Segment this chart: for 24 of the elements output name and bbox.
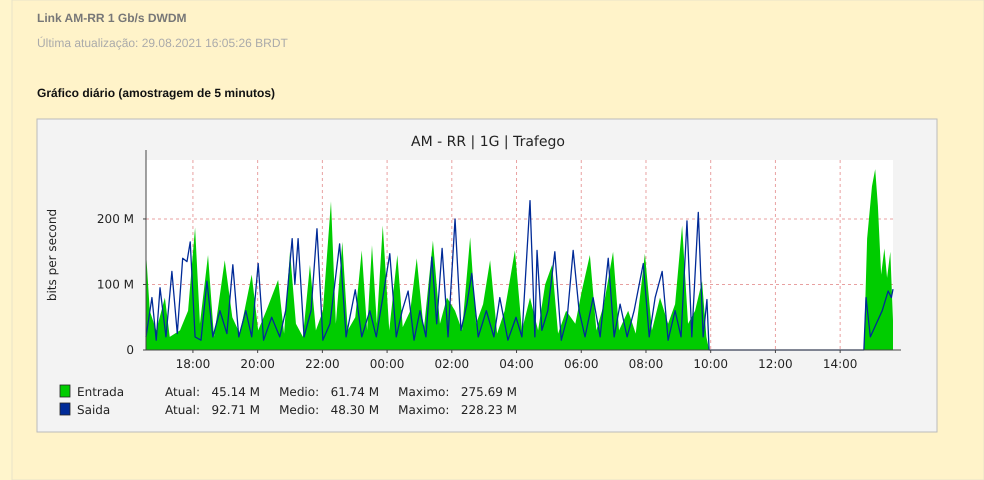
y-tick-label: 100 M (96, 277, 134, 292)
chart-subtitle: Última atualização: 29.08.2021 16:05:26 BRDT (37, 36, 288, 50)
chart-title: Link AM-RR 1 Gb/s DWDM (37, 11, 187, 25)
y-axis-title: bits per second (45, 208, 59, 302)
x-tick-label: 00:00 (370, 357, 404, 371)
legend-label: Entrada (77, 385, 124, 399)
y-tick-label: 0 (126, 343, 134, 357)
text: Gráfico diário (amostragem de 5 minutos) (37, 86, 276, 100)
x-tick-label: 22:00 (305, 357, 340, 371)
x-tick-label: 04:00 (499, 357, 534, 371)
x-tick-label: 06:00 (564, 357, 599, 371)
text: AM - RR | 1G | Trafego (411, 134, 565, 150)
x-tick-label: 12:00 (758, 357, 793, 371)
x-tick-label: 18:00 (176, 357, 210, 371)
text: Atual: 92.71 M Medio: 48.30 M Maximo: 228.23 M (165, 403, 518, 417)
line-series (145, 200, 894, 351)
text: Atual: 45.14 M Medio: 61.74 M Maximo: 275.69 M (165, 385, 518, 399)
x-tick-label: 14:00 (822, 357, 858, 371)
y-tick-label: 200 M (96, 212, 134, 226)
x-tick-label: 02:00 (434, 357, 470, 371)
x-tick-label: 08:00 (628, 357, 664, 371)
x-tick-label: 20:00 (240, 357, 275, 371)
x-tick-label: 10:00 (693, 357, 728, 371)
legend-label: Saida (77, 403, 110, 417)
